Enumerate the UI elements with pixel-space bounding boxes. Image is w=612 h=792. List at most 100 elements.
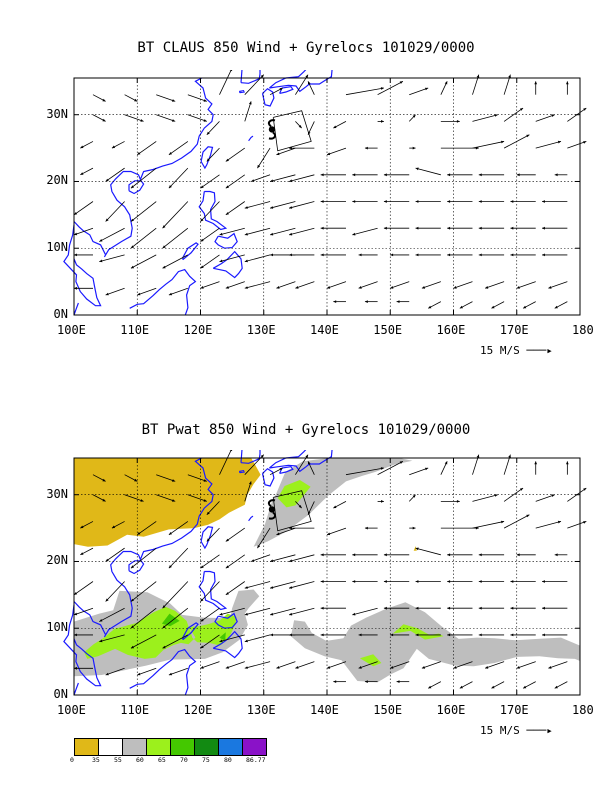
wind-vector [137,521,157,536]
wind-arrowhead [270,559,274,563]
wind-vector [377,460,404,476]
y-tick-label: 30N [46,106,68,121]
wind-arrowhead [476,74,480,78]
wind-vector [73,581,94,596]
wind-vector [345,467,384,476]
wind-vectors [73,450,587,689]
wind-arrowhead [200,265,204,269]
wind-arrowhead [295,666,299,669]
wind-arrowhead [308,81,311,85]
wind-arrowhead [380,87,384,90]
wind-vector [244,581,271,589]
wind-vector [225,527,246,542]
wind-vector [257,147,271,169]
wind-arrowhead [276,666,280,669]
wind-arrowhead [320,173,324,177]
wind-vector [168,167,189,189]
wind-arrowhead [383,580,387,583]
wind-vector [276,147,296,156]
wind-arrowhead [102,98,106,102]
wind-arrowhead [453,666,457,669]
wind-arrowhead [333,680,337,683]
wind-vector [244,101,252,122]
y-tick-label: 20N [46,553,68,568]
wind-arrowhead [276,532,280,536]
wind-vector [168,287,188,296]
wind-arrowhead [554,173,558,177]
wind-arrowhead [225,666,229,669]
wind-arrowhead [320,633,324,637]
wind-vector [200,554,220,569]
wind-vector [244,607,271,616]
wind-arrowhead [542,253,545,257]
wind-arrowhead [358,286,362,289]
wind-arrowhead [137,152,141,155]
colorbar-swatch [74,738,99,756]
wind-arrowhead [168,292,173,296]
wind-arrowhead [74,666,77,670]
wind-arrowhead [542,226,545,230]
precip-region-gray [253,458,413,547]
wind-arrowhead [327,666,331,669]
wind-arrowhead [534,81,538,85]
wind-arrowhead [289,253,292,257]
wind-vector [219,607,245,616]
wind-vector [453,661,473,669]
wind-arrowhead [99,239,103,242]
wind-vector [225,147,246,162]
wind-arrowhead [270,232,274,236]
wind-arrowhead [510,606,514,610]
wind-arrowhead [428,685,432,689]
panel-1-scale-label: 15 M/S [480,344,520,357]
wind-vector [162,581,189,609]
wind-arrowhead [415,580,419,583]
wind-vector [472,494,498,502]
coastline [248,515,254,522]
colorbar-label: 75 [202,756,210,764]
wind-arrowhead [390,633,394,637]
wind-arrowhead [352,612,356,616]
wind-arrowhead [137,532,141,535]
wind-arrowhead [260,74,264,78]
wind-arrowhead [447,606,451,610]
wind-arrowhead [412,526,416,530]
wind-vector [200,634,220,649]
wind-arrowhead [494,494,498,497]
wind-vector [162,201,189,229]
wind-arrowhead [276,152,280,156]
wind-arrowhead [396,680,400,683]
wind-vector [472,141,505,149]
wind-arrowhead [447,580,451,583]
panel-2-scale-label: 15 M/S [480,724,520,737]
wind-vector [168,667,188,676]
coastline [73,302,79,316]
wind-arrowhead [478,173,482,177]
precip-region-green [219,632,226,641]
wind-arrowhead [510,580,514,583]
wind-arrowhead [279,468,283,471]
wind-arrowhead [200,666,204,669]
wind-arrowhead [320,580,324,583]
wind-vector [415,167,441,176]
colorbar-swatch [146,738,171,756]
wind-arrowhead [415,200,419,203]
wind-vector [288,227,315,236]
wind-arrowhead [168,152,172,155]
wind-vector [219,254,245,262]
wind-vector [326,661,347,669]
storm-arm [267,499,276,508]
wind-arrowhead [516,553,520,557]
wind-arrowhead [383,606,387,610]
x-tick-label: 110E [120,703,150,717]
wind-arrowhead [557,520,561,524]
wind-vector [535,521,562,529]
wind-arrowhead [583,108,587,111]
coastline [261,87,275,107]
wind-arrowhead [383,200,387,203]
wind-arrowhead [80,145,84,149]
arrow-right-icon: ───▸ [526,724,553,737]
wind-arrowhead [74,253,77,257]
wind-arrowhead [200,645,204,649]
wind-vector [244,201,271,209]
wind-vector [162,254,189,269]
